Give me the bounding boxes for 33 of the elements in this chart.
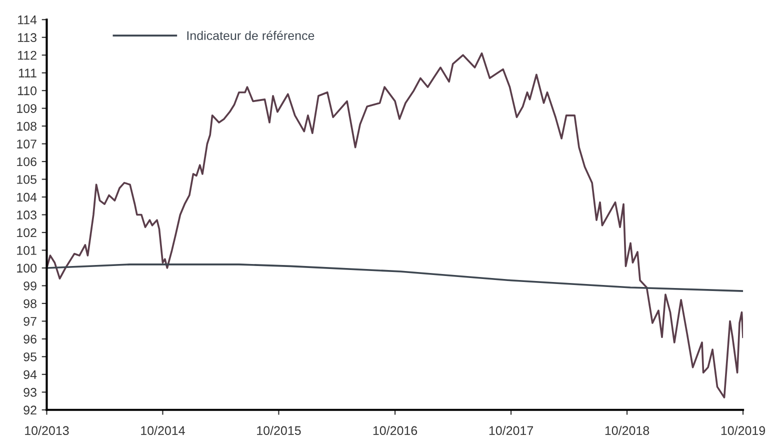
line-series [46, 52, 744, 398]
y-tick-label: 102 [17, 228, 36, 238]
x-tick-label: 10/2019 [721, 426, 766, 436]
y-tick-label: 110 [18, 86, 37, 96]
y-tick-label: 111 [18, 68, 36, 78]
y-tick-label: 101 [17, 246, 36, 255]
y-tick-label: 94 [24, 370, 37, 380]
y-tick-label: 112 [18, 50, 36, 60]
x-tick-label: 10/2018 [605, 426, 650, 436]
y-tick-label: 92 [24, 406, 36, 415]
y-tick-label: 96 [24, 334, 36, 344]
y-tick-label: 99 [24, 282, 36, 290]
line-series [46, 264, 744, 292]
y-tick-label: 95 [24, 352, 36, 362]
y-tick-label: 108 [17, 122, 36, 131]
y-tick-label: 98 [24, 299, 36, 308]
legend-label: Indicateur de référence [187, 30, 314, 40]
y-tick-label: 113 [18, 33, 36, 42]
x-tick-label: 10/2015 [257, 426, 301, 436]
y-tick-label: 114 [18, 16, 37, 24]
y-tick-label: 104 [17, 192, 37, 202]
y-tick-label: 105 [17, 175, 36, 184]
y-tick-label: 106 [17, 157, 36, 166]
x-tick-label: 10/2013 [25, 426, 69, 436]
x-tick-label: 10/2014 [141, 426, 185, 436]
y-tick-label: 97 [24, 316, 36, 326]
y-tick-label: 100 [17, 264, 37, 273]
x-tick-label: 10/2016 [373, 426, 418, 436]
y-tick-label: 109 [17, 104, 36, 113]
y-tick-label: 93 [24, 388, 36, 397]
y-tick-label: 107 [17, 140, 36, 148]
y-tick-label: 103 [17, 210, 36, 220]
x-tick-label: 10/2017 [489, 426, 533, 436]
